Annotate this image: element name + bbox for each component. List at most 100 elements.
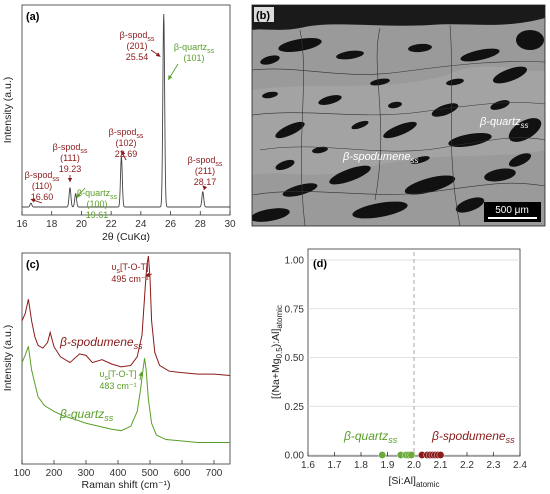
panel-d-x-tick-label: 1.6 bbox=[301, 460, 315, 471]
panel-d-x-tick-label: 1.8 bbox=[354, 460, 368, 471]
crack-line bbox=[374, 27, 382, 201]
quartz-grain bbox=[275, 121, 305, 139]
panel-d-label: (d) bbox=[313, 258, 327, 270]
sem-spodumene-label: β-spodumeness bbox=[342, 151, 418, 165]
panel-c-x-axis-label: Raman shift (cm⁻¹) bbox=[82, 479, 171, 491]
raman-spodumene-series-label: β-spodumeness bbox=[59, 335, 143, 351]
quartz-grain bbox=[410, 156, 430, 164]
raman-spod-mode-value: 495 cm⁻¹ bbox=[111, 274, 148, 284]
scatter-point bbox=[436, 451, 445, 459]
quartz-grain bbox=[516, 30, 544, 50]
xrd-peak-phase-label: β-spodss bbox=[188, 155, 223, 168]
sem-quartz-label: β-quartzss bbox=[479, 116, 529, 130]
raman-quartz-mode-value: 483 cm⁻¹ bbox=[99, 381, 136, 391]
xrd-peak-phase-label: β-spodss bbox=[25, 170, 60, 183]
crack-line bbox=[449, 24, 461, 226]
xrd-peak-hkl-label: (101) bbox=[183, 53, 204, 63]
panel-d-y-tick-label: 0.00 bbox=[285, 451, 305, 462]
panel-b-label: (b) bbox=[256, 10, 270, 22]
quartz-grain bbox=[455, 197, 485, 213]
panel-c-x-tick-label: 200 bbox=[46, 468, 63, 479]
panel-d-x-tick-label: 1.9 bbox=[381, 460, 395, 471]
quartz-grain bbox=[431, 103, 459, 117]
quartz-grain bbox=[404, 175, 456, 195]
panel-c-x-tick-label: 100 bbox=[14, 468, 31, 479]
quartz-grain bbox=[329, 165, 371, 185]
quartz-grain bbox=[352, 201, 408, 219]
xrd-peak-position-label: 22.69 bbox=[115, 149, 138, 159]
panel-d-x-tick-label: 2.3 bbox=[487, 460, 501, 471]
panel-a-frame bbox=[21, 4, 231, 216]
raman-spod-mode-label: υs[T-O-T] bbox=[112, 262, 149, 275]
crack-line bbox=[252, 61, 545, 75]
scatter-quartz-label: β-quartzss bbox=[343, 429, 398, 445]
xrd-peak-hkl-label: (111) bbox=[60, 153, 80, 163]
panel-d-y-tick-label: 0.50 bbox=[285, 353, 305, 364]
panel-d-y-tick-label: 0.25 bbox=[285, 402, 305, 413]
crack-line bbox=[252, 182, 545, 196]
panel-a-x-tick-label: 24 bbox=[135, 219, 147, 230]
panel-d-x-tick-label: 2.2 bbox=[460, 460, 474, 471]
xrd-peak-phase-label: β-quartzss bbox=[77, 188, 118, 201]
panel-d-x-tick-label: 2.0 bbox=[407, 460, 421, 471]
raman-spod-arrow bbox=[144, 272, 153, 277]
panel-c-x-tick-label: 700 bbox=[206, 468, 223, 479]
panel-a-y-axis-label: Intensity (a.u.) bbox=[2, 77, 14, 144]
panel-c-x-tick-label: 500 bbox=[142, 468, 159, 479]
quartz-grain bbox=[383, 121, 417, 139]
panel-c-x-tick-label: 300 bbox=[78, 468, 95, 479]
raman-quartz-line bbox=[21, 346, 230, 444]
xrd-peak-position-label: 16.60 bbox=[31, 192, 54, 202]
panel-c-raman: (c) 100 200 300 400 500 600 700 υs[T-O-T]495 c… bbox=[2, 252, 231, 491]
quartz-grain bbox=[318, 95, 342, 105]
xrd-peak-arrow bbox=[150, 49, 161, 57]
panel-a-x-tick-label: 20 bbox=[76, 219, 88, 230]
scatter-point bbox=[378, 451, 387, 459]
panel-c-x-tick-label: 400 bbox=[110, 468, 127, 479]
panel-a-x-tick-label: 26 bbox=[165, 219, 177, 230]
raman-quartz-series-label: β-quartzss bbox=[59, 407, 114, 423]
panel-d-x-tick-label: 2.1 bbox=[434, 460, 448, 471]
crack-line bbox=[252, 102, 545, 116]
quartz-grain bbox=[460, 48, 500, 62]
sem-micrograph bbox=[252, 5, 545, 226]
quartz-grain bbox=[351, 120, 369, 130]
crack-line bbox=[259, 137, 545, 152]
quartz-grain bbox=[278, 37, 322, 53]
xrd-peak-hkl-label: (211) bbox=[195, 166, 215, 176]
xrd-peak-position-label: 19.23 bbox=[59, 164, 82, 174]
quartz-grain bbox=[448, 132, 492, 148]
xrd-peak-hkl-label: (110) bbox=[32, 181, 52, 191]
xrd-peak-arrow bbox=[167, 63, 179, 81]
xrd-peak-arrow bbox=[76, 187, 86, 198]
scatter-point bbox=[407, 451, 416, 459]
xrd-peak-phase-label: β-quartzss bbox=[174, 42, 215, 55]
quartz-grain bbox=[446, 78, 464, 86]
xrd-peak-phase-label: β-spodss bbox=[109, 127, 144, 140]
quartz-grain bbox=[508, 153, 532, 167]
panel-d-y-tick-label: 1.00 bbox=[285, 256, 305, 267]
panel-a-x-axis-label: 2θ (CuKα) bbox=[102, 231, 150, 243]
quartz-grain bbox=[408, 43, 432, 53]
quartz-grain bbox=[484, 168, 516, 182]
xrd-peak-hkl-label: (102) bbox=[115, 138, 136, 148]
crack-line bbox=[299, 29, 306, 226]
scatter-spodumene-label: β-spodumeness bbox=[431, 429, 515, 445]
xrd-peak-position-label: 19.61 bbox=[86, 210, 109, 220]
quartz-grain bbox=[260, 55, 280, 65]
panel-d-y-axis-label: [(Na+Mg0.5):Al]atomic bbox=[270, 305, 284, 399]
panel-d-x-axis-label: [Si:Al]atomic bbox=[389, 475, 440, 489]
panel-c-frame bbox=[21, 252, 231, 465]
panel-a-x-tick-label: 28 bbox=[195, 219, 207, 230]
quartz-grain bbox=[262, 91, 278, 99]
xrd-peak-arrow bbox=[202, 185, 208, 191]
panel-c-x-tick-label: 600 bbox=[174, 468, 191, 479]
xrd-peak-arrow bbox=[120, 150, 127, 161]
panel-d-scatter: (d) 0.00 0.25 0.50 0.75 1.00 1.6 1.7 1.8 1.9 2.0 2… bbox=[270, 248, 527, 489]
quartz-grain bbox=[282, 183, 318, 197]
panel-a-x-tick-label: 30 bbox=[224, 219, 236, 230]
xrd-peak-hkl-label: (201) bbox=[126, 41, 147, 51]
panel-a-x-tick-label: 18 bbox=[46, 219, 58, 230]
xrd-peak-position-label: 25.54 bbox=[126, 52, 149, 62]
